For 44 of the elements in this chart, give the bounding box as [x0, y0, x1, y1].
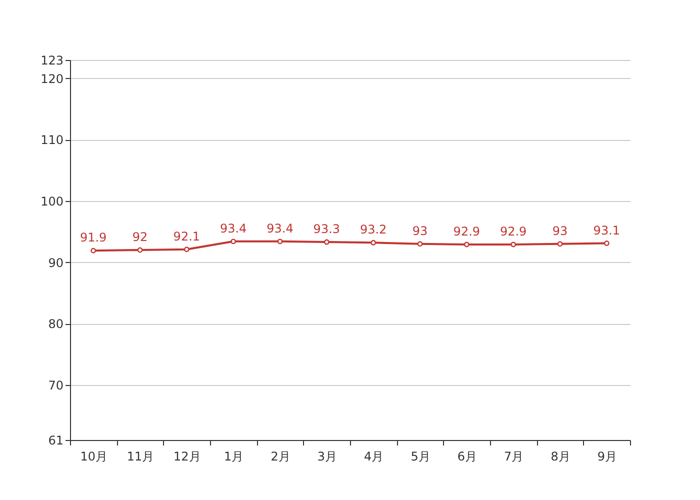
point [557, 241, 563, 247]
data-label: 92 [132, 230, 148, 244]
y-tick-label: 110 [40, 133, 64, 148]
x-tick-label: 2月 [270, 450, 290, 464]
y-tick-label: 61 [48, 434, 64, 448]
x-tick-label: 6月 [457, 450, 477, 464]
data-label: 93 [412, 224, 428, 238]
x-tick-label: 3月 [317, 450, 337, 464]
data-label: 93.3 [313, 222, 340, 236]
data-label: 92.9 [500, 224, 527, 238]
data-label: 93.1 [593, 223, 620, 238]
x-tick-label: 9月 [597, 450, 617, 464]
y-tick-label: 123 [40, 54, 64, 68]
point [277, 238, 283, 244]
data-label: 93.4 [266, 221, 294, 236]
point [324, 239, 330, 245]
point [230, 238, 236, 244]
data-label: 92.9 [453, 224, 480, 238]
y-tick-label: 80 [48, 317, 64, 332]
x-tick-label: 12月 [174, 450, 201, 464]
y-tick-label: 100 [40, 194, 64, 208]
point [184, 246, 190, 252]
x-tick-label: 8月 [550, 450, 570, 464]
x-tick-label: 4月 [364, 450, 384, 464]
data-label: 93 [552, 224, 568, 238]
data-label: 91.9 [80, 230, 107, 245]
data-label: 92.1 [173, 229, 200, 244]
x-tick-label: 5月 [410, 450, 430, 464]
x-tick-label: 1月 [224, 450, 244, 464]
point [510, 242, 516, 248]
y-tick-label: 120 [40, 72, 64, 86]
x-tick-label: 11月 [126, 450, 154, 464]
point [604, 240, 610, 246]
data-label: 93.2 [360, 222, 387, 237]
point [417, 241, 423, 247]
data-label: 93.4 [220, 221, 247, 236]
point [464, 242, 470, 248]
x-tick-label: 10月 [80, 450, 108, 464]
point [370, 240, 376, 246]
point [90, 248, 96, 254]
x-tick-label: 7月 [504, 450, 524, 464]
point [137, 247, 143, 253]
y-tick-label: 90 [48, 256, 64, 270]
y-tick-label: 70 [48, 378, 64, 392]
